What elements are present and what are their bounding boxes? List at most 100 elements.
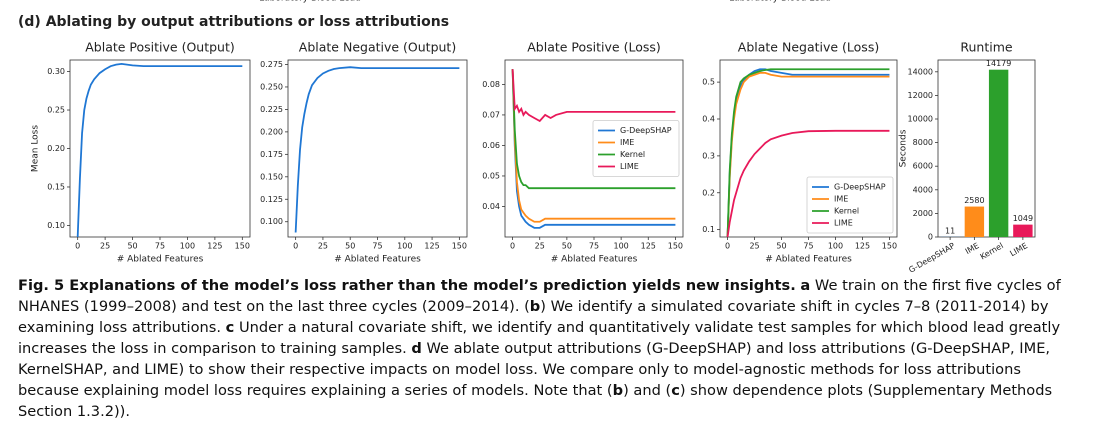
cropped-label: Laboratory Blood Lead (729, 0, 831, 4)
chart-title: Ablate Positive (Output) (85, 40, 235, 55)
y-tick-label: 0.4 (702, 115, 715, 124)
x-tick-label: 25 (318, 242, 328, 251)
value-label: 14179 (986, 59, 1011, 68)
x-tick-label: 0 (75, 242, 80, 251)
x-tick-label: 50 (345, 242, 355, 251)
caption-text: Under a natural covariate shift, we iden… (18, 319, 1061, 357)
y-tick-label: 0.10 (47, 221, 65, 230)
y-tick-label: 0.2 (702, 188, 715, 197)
x-tick-label: 125 (641, 242, 656, 251)
bar (988, 69, 1009, 237)
plot-frame (69, 59, 251, 238)
y-tick-label: 6000 (913, 162, 933, 171)
y-tick-label: 0.225 (260, 105, 283, 114)
y-tick-label: 0.07 (482, 110, 500, 119)
caption-text: We ablate output attributions (G-DeepSHA… (18, 340, 1051, 399)
y-tick-label: 0.05 (482, 171, 500, 180)
y-tick-label: 0.175 (260, 150, 283, 159)
y-tick-label: 0.125 (260, 195, 283, 204)
legend-label: IME (620, 138, 634, 147)
x-tick-label: LIME (1008, 241, 1029, 258)
y-tick-label: 0.15 (47, 182, 65, 191)
data-line (76, 62, 243, 238)
x-axis-label: # Ablated Features (334, 255, 421, 265)
data-line (294, 66, 460, 233)
x-tick-label: 75 (589, 242, 599, 251)
caption: Fig. 5 Explanations of the model’s loss … (18, 275, 1063, 422)
y-tick-label: 0.06 (482, 141, 500, 150)
legend-label: LIME (834, 219, 853, 228)
legend-label: Kernel (620, 150, 645, 159)
x-tick-label: 100 (828, 242, 843, 251)
y-tick-label: 0.250 (260, 82, 283, 91)
x-tick-label: G-DeepSHAP (907, 241, 956, 272)
x-tick-label: 0 (510, 242, 515, 251)
caption-bold: c (225, 319, 235, 336)
caption-bold: b (612, 382, 624, 399)
y-tick-label: 10000 (908, 115, 933, 124)
legend (806, 176, 894, 234)
x-tick-label: 150 (235, 242, 250, 251)
caption-text: ) We identify a simulated covariate shif… (18, 298, 1049, 336)
caption-text: ) show dependence plots (Supplementary M… (18, 382, 1053, 420)
x-axis-label: # Ablated Features (551, 255, 638, 265)
y-tick-label: 0.5 (702, 78, 715, 87)
y-tick-label: 14000 (908, 67, 933, 76)
value-label: 11 (945, 226, 955, 235)
x-tick-label: 0 (725, 242, 730, 251)
x-tick-label: 50 (562, 242, 572, 251)
y-tick-label: 0.150 (260, 172, 283, 181)
x-tick-label: 150 (452, 242, 467, 251)
chart-title: Ablate Negative (Loss) (738, 40, 879, 55)
x-tick-label: 100 (180, 242, 195, 251)
x-tick-label: 150 (882, 242, 897, 251)
x-tick-label: Kernel (979, 241, 1005, 261)
legend-label: G-DeepSHAP (834, 183, 886, 192)
x-axis-label: # Ablated Features (117, 255, 204, 265)
caption-bold: c (671, 382, 680, 399)
x-tick-label: 125 (207, 242, 222, 251)
data-line (511, 69, 676, 223)
panel-label: (d) Ablating by output attributions or l… (18, 14, 449, 30)
x-tick-label: 100 (397, 242, 412, 251)
chart-title: Runtime (960, 40, 1013, 55)
y-tick-label: 0.30 (47, 67, 65, 76)
x-tick-label: 75 (155, 242, 165, 251)
figure: Laboratory Blood Lead Laboratory Blood L… (18, 0, 1036, 272)
plot-frame (937, 59, 1036, 238)
data-line (511, 69, 676, 190)
y-axis-label: Mean Loss (31, 125, 41, 172)
value-label: 1049 (1013, 214, 1033, 223)
x-axis-label: # Ablated Features (765, 255, 852, 265)
y-tick-label: 8000 (913, 138, 933, 147)
value-label: 2580 (964, 196, 984, 205)
x-tick-label: 75 (803, 242, 813, 251)
y-tick-label: 0.20 (47, 144, 65, 153)
x-tick-label: 150 (668, 242, 683, 251)
y-axis-label: Seconds (899, 129, 909, 167)
x-tick-label: 125 (855, 242, 870, 251)
x-tick-label: 50 (776, 242, 786, 251)
legend-label: IME (834, 195, 848, 204)
y-tick-label: 0.100 (260, 217, 283, 226)
caption-bold: Fig. 5 Explanations of the model’s loss … (18, 277, 796, 294)
caption-bold: b (529, 298, 541, 315)
chart-title: Ablate Negative (Output) (299, 40, 456, 55)
y-tick-label: 2000 (913, 209, 933, 218)
y-tick-label: 0 (928, 233, 933, 242)
x-tick-label: 50 (127, 242, 137, 251)
caption-bold: d (411, 340, 422, 357)
legend-label: LIME (620, 162, 639, 171)
y-tick-label: 0.200 (260, 127, 283, 136)
plot-frame (287, 59, 468, 238)
x-tick-label: 0 (293, 242, 298, 251)
caption-bold: a (800, 277, 811, 294)
legend-label: Kernel (834, 207, 859, 216)
x-tick-label: 25 (749, 242, 759, 251)
caption-text: ) and ( (623, 382, 672, 399)
x-tick-label: 100 (613, 242, 628, 251)
legend-label: G-DeepSHAP (620, 126, 672, 135)
y-tick-label: 0.3 (702, 151, 715, 160)
bar (964, 206, 985, 237)
